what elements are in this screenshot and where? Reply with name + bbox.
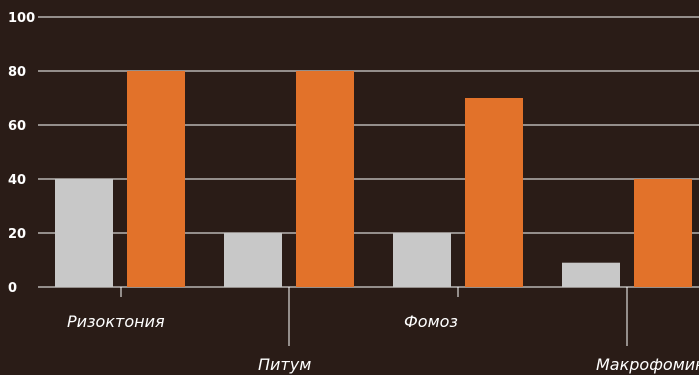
y-tick-label-40: 40 — [8, 173, 26, 188]
bar-gray-3 — [562, 262, 620, 287]
y-tick-label-100: 100 — [8, 11, 35, 26]
bar-orange-2 — [465, 98, 523, 287]
bars — [55, 71, 692, 287]
y-axis-ticks: 0 20 40 60 80 100 — [8, 11, 35, 296]
bar-orange-0 — [127, 71, 185, 287]
x-category-label-3: Макрофомина — [596, 355, 699, 374]
bar-gray-1 — [224, 233, 282, 287]
bar-orange-3 — [634, 179, 692, 287]
x-category-label-2: Фомоз — [404, 312, 458, 331]
x-axis-ticks — [120, 287, 628, 346]
x-category-label-0: Ризоктония — [67, 312, 165, 331]
y-tick-label-0: 0 — [8, 281, 17, 296]
x-axis-labels: Ризоктония Питум Фомоз Макрофомина — [67, 312, 699, 374]
y-tick-label-20: 20 — [8, 227, 26, 242]
y-tick-label-60: 60 — [8, 119, 26, 134]
bar-orange-1 — [296, 71, 354, 287]
bar-gray-0 — [55, 179, 113, 287]
y-tick-label-80: 80 — [8, 65, 26, 80]
bar-gray-2 — [393, 233, 451, 287]
x-category-label-1: Питум — [258, 355, 311, 374]
